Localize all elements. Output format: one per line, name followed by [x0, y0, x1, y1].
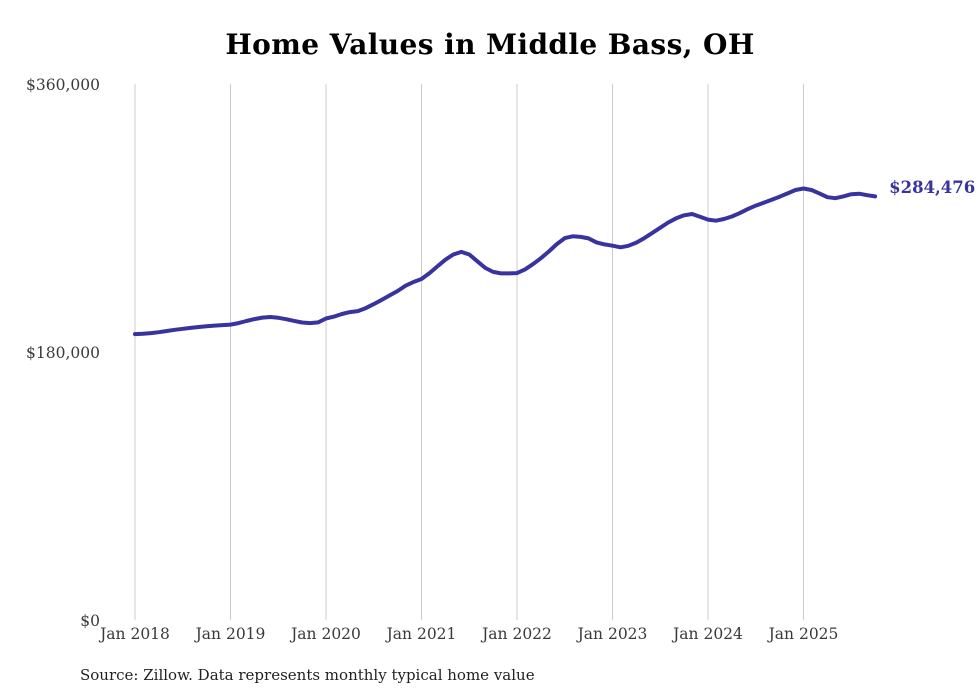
x-tick-label: Jan 2021 — [386, 625, 457, 643]
x-tick-label: Jan 2018 — [100, 625, 170, 643]
current-value-label: $284,476 — [889, 178, 976, 198]
x-tick-label: Jan 2020 — [291, 625, 361, 643]
home-value-line — [133, 186, 878, 337]
y-tick-label: $0 — [80, 612, 100, 630]
x-tick-label: Jan 2025 — [768, 625, 839, 643]
source-note: Source: Zillow. Data represents monthly … — [80, 666, 535, 684]
y-tick-label: $360,000 — [26, 76, 100, 94]
chart-title: Home Values in Middle Bass, OH — [225, 28, 755, 61]
x-tick-label: Jan 2022 — [482, 625, 552, 643]
x-tick-label: Jan 2024 — [673, 625, 743, 643]
x-tick-label: Jan 2019 — [195, 625, 266, 643]
x-tick-label: Jan 2023 — [577, 625, 648, 643]
y-tick-label: $180,000 — [26, 344, 100, 362]
